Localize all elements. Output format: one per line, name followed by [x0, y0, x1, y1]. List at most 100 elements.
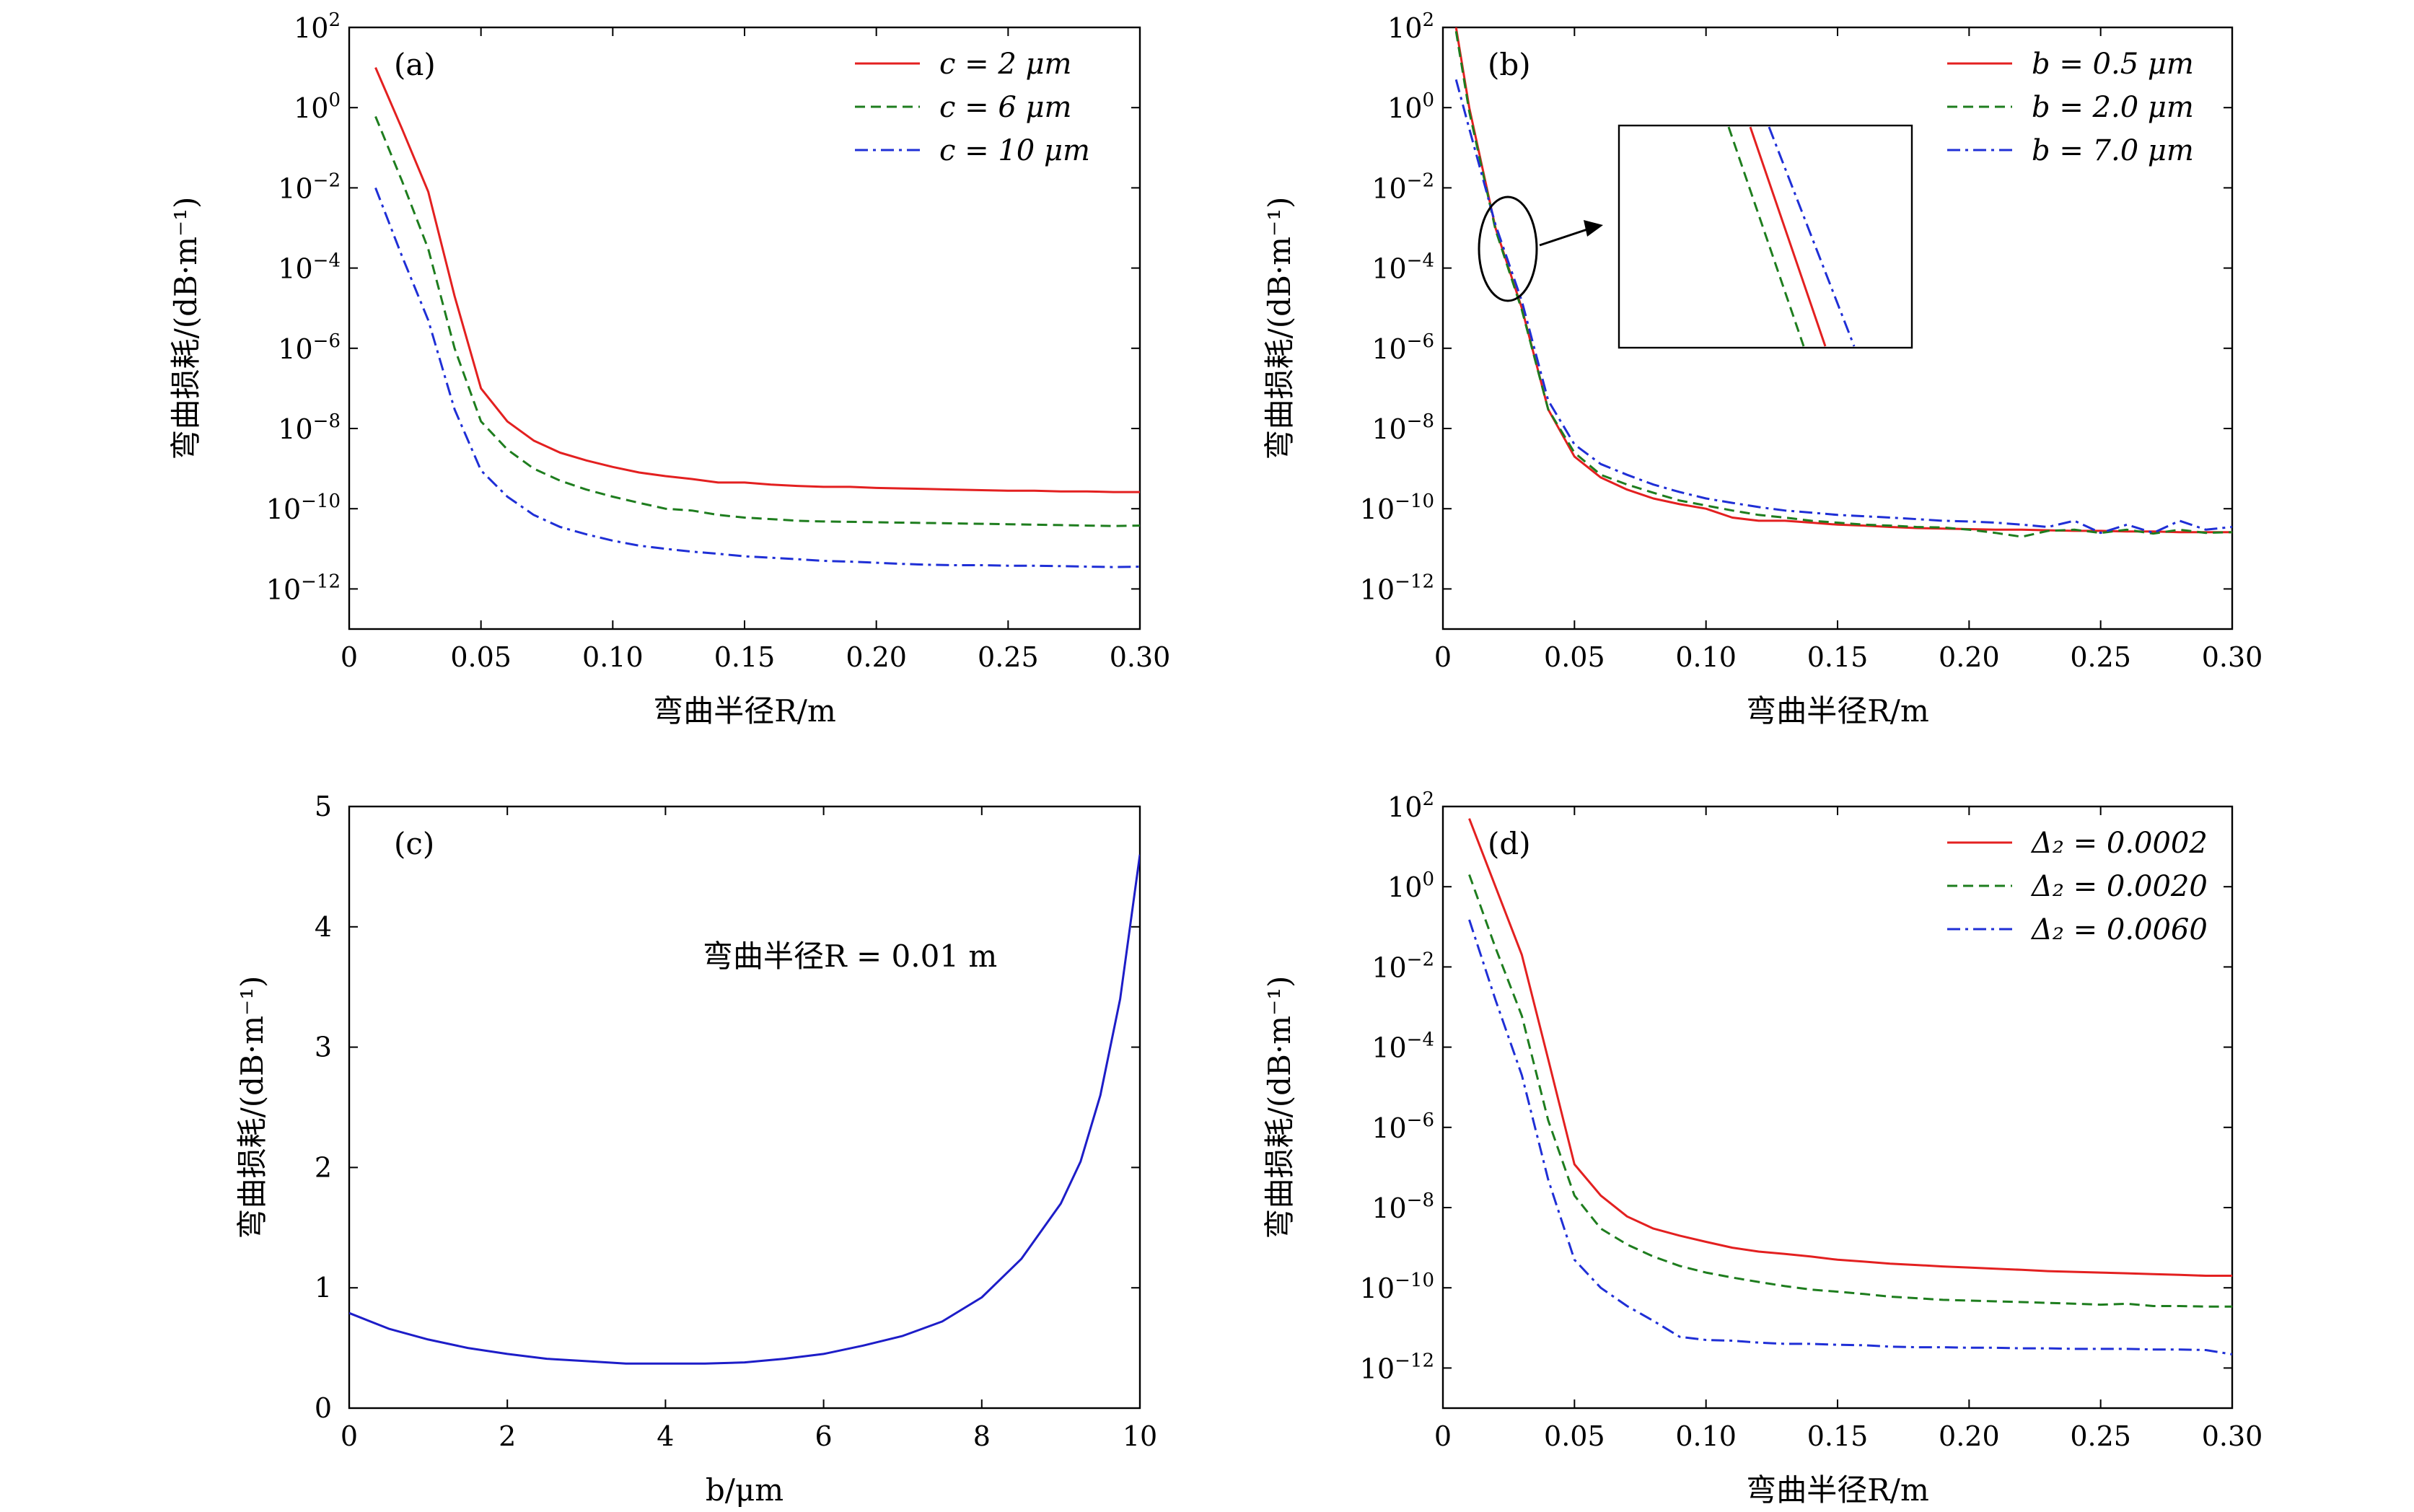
- zoom-arrow: [1539, 228, 1588, 247]
- legend-label: b = 0.5 μm: [2032, 48, 2194, 81]
- y-tick-label: 10−12: [266, 571, 341, 605]
- y-tick-label: 10−6: [1371, 330, 1434, 365]
- y-tick-label: 10−12: [1360, 571, 1434, 605]
- inset-line-1: [1727, 126, 1805, 347]
- legend-label: c = 2 μm: [939, 48, 1071, 81]
- x-tick-label: 0.15: [1807, 1420, 1869, 1452]
- x-tick-label: 0.30: [1110, 641, 1171, 673]
- y-tick-label: 10−2: [1371, 170, 1434, 204]
- plot-frame: [348, 805, 1141, 1410]
- y-tick-label: 10−8: [278, 410, 341, 445]
- panel-a: 0 0.05 0.10 0.15 0.20 0.25 0.30 102 100 10−2 10−4 1…: [168, 9, 1170, 729]
- y-tick-label: 10−6: [278, 330, 341, 365]
- y-tick-label: 10−2: [1371, 949, 1434, 983]
- y-tick-label: 10−12: [1360, 1350, 1434, 1384]
- x-tick-label: 0.20: [1939, 1420, 2000, 1452]
- annotation-text: 弯曲半径R = 0.01 m: [703, 939, 997, 974]
- panel-label: (d): [1488, 826, 1531, 861]
- legend-label: Δ₂ = 0.0060: [2030, 913, 2208, 946]
- y-axis-label: 弯曲损耗/(dB·m⁻¹): [168, 197, 203, 460]
- x-tick-label: 8: [973, 1420, 991, 1452]
- inset-line-2: [1749, 126, 1827, 347]
- x-tick-label: 0.05: [450, 641, 512, 673]
- legend-label: c = 6 μm: [939, 91, 1071, 124]
- legend-label: b = 7.0 μm: [2032, 134, 2194, 167]
- y-axis-label: 弯曲损耗/(dB·m⁻¹): [1262, 197, 1297, 460]
- legend: c = 2 μm c = 6 μm c = 10 μm: [855, 48, 1090, 167]
- legend: Δ₂ = 0.0002 Δ₂ = 0.0020 Δ₂ = 0.0060: [1947, 827, 2208, 946]
- zoom-arrow-head: [1584, 220, 1603, 237]
- panel-d: 0 0.05 0.10 0.15 0.20 0.25 0.30 102 100 10−2 10−4 1…: [1262, 788, 2262, 1508]
- series-line-2: [1468, 874, 2232, 1308]
- x-tick-label: 0.15: [1807, 641, 1869, 673]
- x-tick-label: 0: [1434, 641, 1452, 673]
- y-tick-label: 10−4: [1371, 250, 1434, 285]
- y-tick-label: 2: [315, 1151, 332, 1183]
- y-tick-label: 10−8: [1371, 410, 1434, 445]
- legend-label: c = 10 μm: [939, 134, 1090, 167]
- y-tick-label: 1: [315, 1272, 332, 1304]
- y-tick-label: 10−2: [278, 170, 341, 204]
- series-line-1: [374, 67, 1140, 493]
- series-line-2: [1454, 31, 2232, 538]
- x-tick-label: 6: [815, 1420, 833, 1452]
- y-axis-label: 弯曲损耗/(dB·m⁻¹): [234, 976, 270, 1239]
- panel-label: (c): [394, 826, 434, 861]
- panel-b: 0 0.05 0.10 0.15 0.20 0.25 0.30 102 100 10−2 10−4 1…: [1262, 9, 2262, 729]
- y-tick-label: 10−6: [1371, 1109, 1434, 1144]
- panel-label: (b): [1488, 47, 1531, 82]
- y-tick-label: 102: [1387, 788, 1434, 823]
- x-tick-label: 0.10: [1675, 641, 1737, 673]
- series-line-1: [349, 854, 1140, 1365]
- series-line-2: [374, 115, 1140, 527]
- y-tick-label: 100: [294, 89, 341, 124]
- inset-zoom: [1478, 124, 1913, 349]
- panel-label: (a): [394, 47, 436, 82]
- panel-c: 0 2 4 6 8 10 0 1 2 3 4 5 b/μm 弯曲损耗/(dB·m⁻¹) (c) 弯曲半径R =…: [234, 791, 1157, 1508]
- x-axis-label: 弯曲半径R/m: [1746, 1472, 1929, 1508]
- series-line-1: [1468, 818, 2232, 1277]
- x-tick-label: 0.05: [1544, 641, 1605, 673]
- x-tick-label: 0.10: [1675, 1420, 1737, 1452]
- zoom-region-ellipse: [1478, 195, 1538, 302]
- legend: b = 0.5 μm b = 2.0 μm b = 7.0 μm: [1947, 48, 2194, 167]
- x-axis-label: b/μm: [706, 1472, 784, 1508]
- x-tick-label: 0: [341, 641, 358, 673]
- y-tick-label: 10−4: [278, 250, 341, 285]
- x-tick-label: 4: [657, 1420, 674, 1452]
- series-line-3: [1454, 79, 2232, 535]
- y-tick-label: 10−10: [1360, 491, 1434, 525]
- x-tick-label: 0.25: [978, 641, 1039, 673]
- y-tick-label: 0: [315, 1392, 332, 1424]
- x-tick-label: 2: [499, 1420, 516, 1452]
- series-line-1: [1454, 27, 2232, 534]
- legend-label: Δ₂ = 0.0020: [2030, 870, 2208, 903]
- y-tick-label: 5: [315, 791, 332, 822]
- legend-label: b = 2.0 μm: [2032, 91, 2194, 124]
- y-axis-label: 弯曲损耗/(dB·m⁻¹): [1262, 976, 1297, 1239]
- series-line-3: [374, 187, 1140, 568]
- x-axis-label: 弯曲半径R/m: [653, 693, 836, 729]
- y-tick-label: 102: [1387, 9, 1434, 44]
- y-tick-label: 10−8: [1371, 1190, 1434, 1224]
- legend-label: Δ₂ = 0.0002: [2030, 827, 2208, 860]
- x-tick-label: 0.20: [1939, 641, 2000, 673]
- x-tick-label: 0: [341, 1420, 358, 1452]
- x-tick-label: 0.25: [2070, 641, 2131, 673]
- x-tick-label: 0: [1434, 1420, 1452, 1452]
- x-tick-label: 10: [1123, 1420, 1157, 1452]
- y-tick-label: 10−10: [266, 491, 341, 525]
- y-tick-label: 100: [1387, 89, 1434, 124]
- x-tick-label: 0.30: [2202, 1420, 2263, 1452]
- y-tick-label: 3: [315, 1032, 332, 1063]
- x-axis-label: 弯曲半径R/m: [1746, 693, 1929, 729]
- y-tick-label: 102: [294, 9, 341, 44]
- y-tick-label: 10−4: [1371, 1029, 1434, 1064]
- x-tick-label: 0.25: [2070, 1420, 2131, 1452]
- series-line-3: [1468, 919, 2232, 1355]
- y-tick-label: 4: [315, 911, 332, 943]
- x-tick-label: 0.20: [846, 641, 907, 673]
- y-tick-label: 100: [1387, 869, 1434, 903]
- y-tick-label: 10−10: [1360, 1270, 1434, 1304]
